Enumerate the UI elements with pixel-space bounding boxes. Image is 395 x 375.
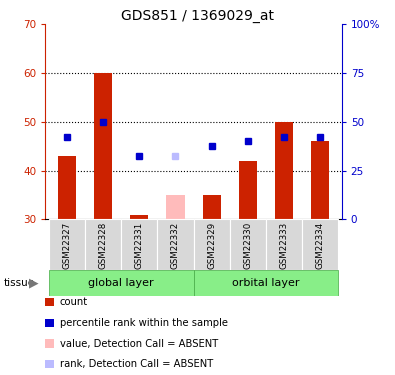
Text: GSM22333: GSM22333	[279, 222, 288, 269]
Bar	[94, 73, 112, 219]
Bar	[121, 219, 158, 270]
Text: GSM22332: GSM22332	[171, 222, 180, 269]
Text: GSM22334: GSM22334	[316, 222, 325, 269]
Text: GSM22329: GSM22329	[207, 222, 216, 269]
Bar	[203, 195, 221, 219]
Bar	[266, 219, 302, 270]
Bar	[130, 214, 149, 219]
Text: ▶: ▶	[29, 277, 38, 290]
Bar	[166, 195, 184, 219]
Bar	[158, 219, 194, 270]
Bar	[302, 219, 338, 270]
Text: GSM22327: GSM22327	[62, 222, 71, 269]
Text: rank, Detection Call = ABSENT: rank, Detection Call = ABSENT	[60, 359, 213, 369]
Bar	[194, 219, 229, 270]
Text: global layer: global layer	[88, 278, 154, 288]
Bar	[49, 219, 85, 270]
Text: value, Detection Call = ABSENT: value, Detection Call = ABSENT	[60, 339, 218, 348]
Text: tissue: tissue	[4, 278, 35, 288]
Text: GDS851 / 1369029_at: GDS851 / 1369029_at	[121, 9, 274, 23]
Text: percentile rank within the sample: percentile rank within the sample	[60, 318, 228, 328]
Bar	[239, 161, 257, 219]
Bar	[49, 270, 194, 296]
Bar	[194, 270, 338, 296]
Bar	[275, 122, 293, 219]
Bar	[229, 219, 266, 270]
Bar	[311, 141, 329, 219]
Text: GSM22330: GSM22330	[243, 222, 252, 269]
Bar	[58, 156, 76, 219]
Text: GSM22328: GSM22328	[99, 222, 108, 269]
Bar	[85, 219, 121, 270]
Text: orbital layer: orbital layer	[232, 278, 299, 288]
Text: GSM22331: GSM22331	[135, 222, 144, 269]
Text: count: count	[60, 297, 88, 307]
